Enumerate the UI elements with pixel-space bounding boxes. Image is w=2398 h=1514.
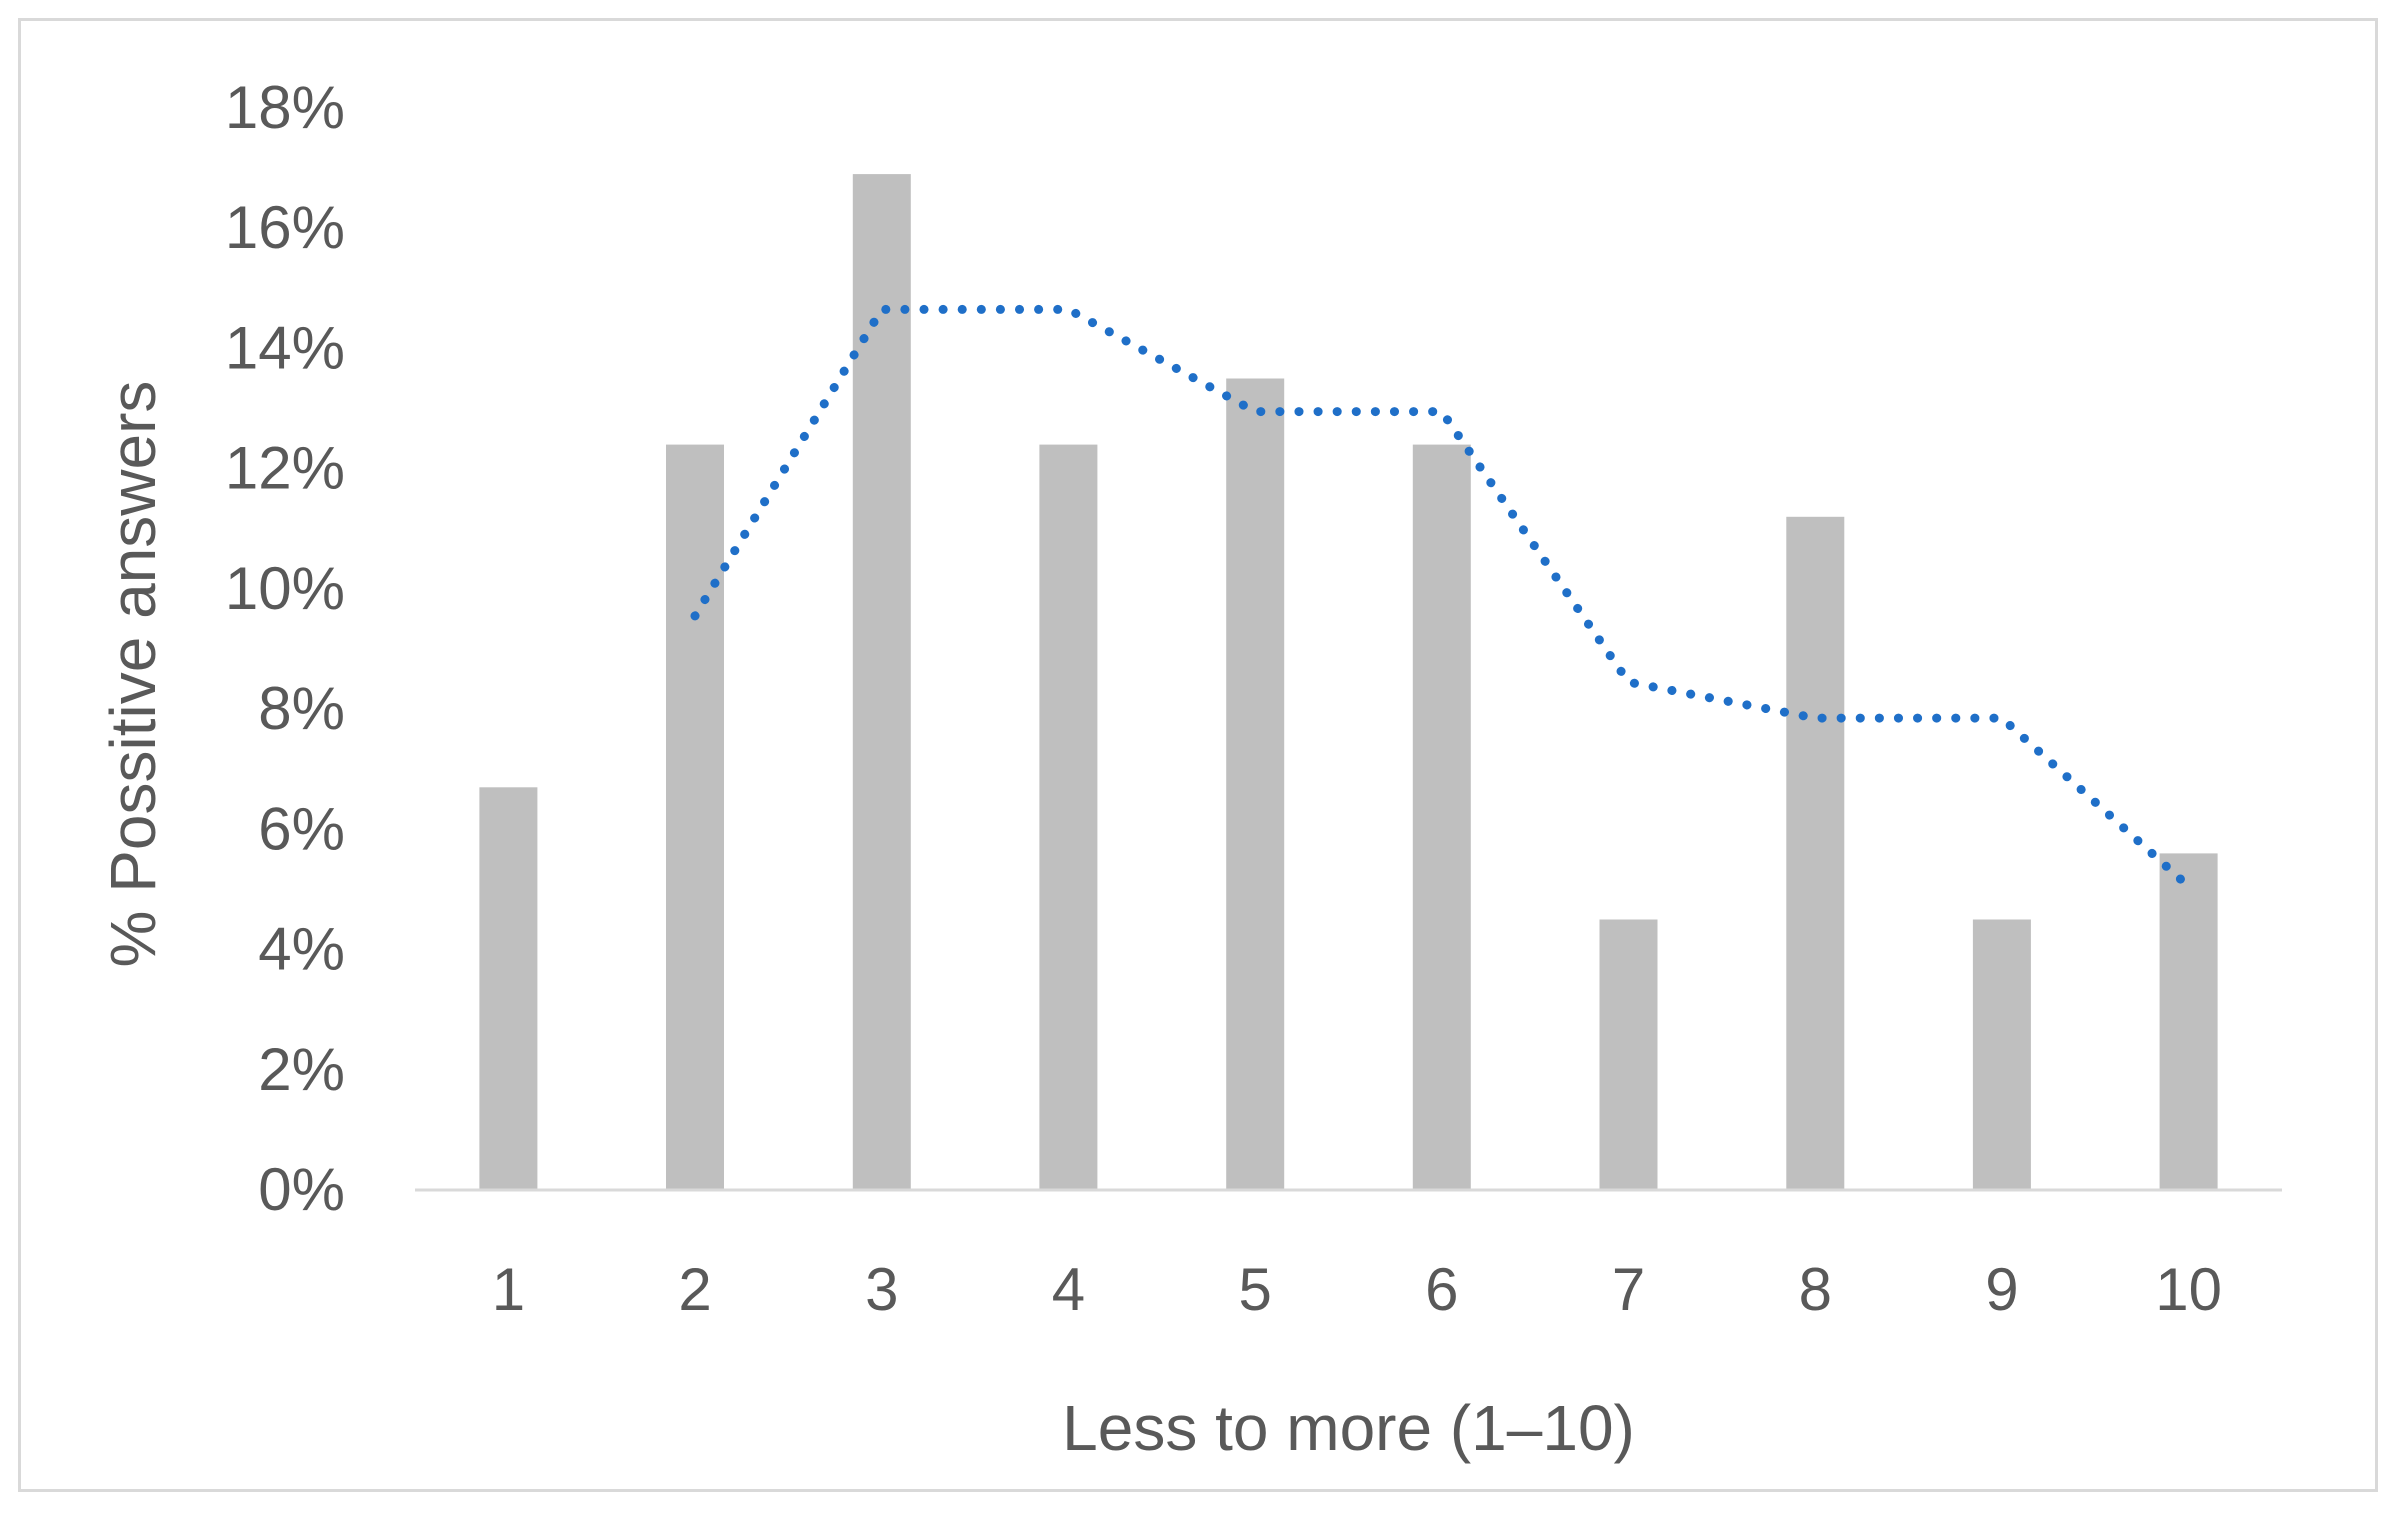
x-tick-label: 9 (1985, 1256, 2018, 1323)
y-tick-label: 6% (258, 795, 345, 862)
trendline-moving-average (690, 304, 2194, 891)
bars-layer (479, 174, 2218, 1191)
x-tick-label: 4 (1052, 1256, 1085, 1323)
bar-10 (2159, 853, 2218, 1190)
x-tick-label: 8 (1799, 1256, 1832, 1323)
bar-9 (1972, 919, 2031, 1190)
x-tick-label: 7 (1612, 1256, 1645, 1323)
bar-7 (1599, 919, 1658, 1190)
x-tick-label: 5 (1239, 1256, 1272, 1323)
x-tick-label: 1 (492, 1256, 525, 1323)
y-tick-label: 0% (258, 1156, 345, 1223)
x-tick-label: 3 (865, 1256, 898, 1323)
bar-4 (1039, 444, 1098, 1191)
trendline-layer (690, 304, 2194, 891)
bar-8 (1786, 516, 1845, 1190)
chart-area (18, 18, 2378, 1492)
y-tick-label: 12% (225, 435, 345, 502)
y-tick-label: 8% (258, 675, 345, 742)
y-axis-title: % Possitive answers (97, 381, 169, 968)
bar-1 (479, 787, 538, 1190)
bar-3 (852, 174, 911, 1191)
bar-2 (666, 444, 724, 1191)
x-tick-label: 10 (2155, 1256, 2222, 1323)
bar-6 (1412, 444, 1471, 1191)
x-tick-label: 6 (1425, 1256, 1458, 1323)
y-tick-label: 16% (225, 194, 345, 261)
x-tick-label: 2 (678, 1256, 711, 1323)
x-axis-tick-labels: 1 2 3 4 5 6 7 8 9 10 (492, 1256, 2222, 1323)
x-axis-title: Less to more (1–10) (1062, 1392, 1635, 1464)
y-tick-label: 4% (258, 916, 345, 983)
y-tick-label: 2% (258, 1036, 345, 1103)
y-tick-label: 18% (225, 74, 345, 141)
y-tick-label: 14% (225, 314, 345, 381)
bar-5 (1226, 378, 1285, 1190)
y-axis-tick-labels: 0% 2% 4% 6% 8% 10% 12% 14% 16% 18% (225, 74, 345, 1223)
y-tick-label: 10% (225, 555, 345, 622)
